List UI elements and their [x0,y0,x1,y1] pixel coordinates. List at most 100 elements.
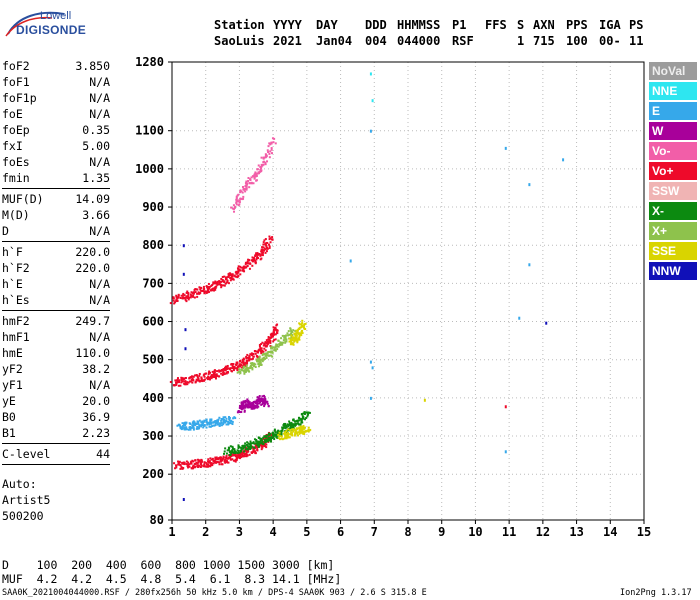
echo-point [243,372,246,375]
echo-point [253,174,256,177]
echo-point [224,420,227,423]
echo-point [248,453,251,456]
legend-item: SSE [649,242,697,260]
echo-point [212,375,215,378]
echo-point [261,403,264,406]
footer-file-info: SAA0K_2021004044000.RSF / 280fx256h 50 k… [2,588,427,598]
echo-point [250,363,253,366]
echo-point [182,244,185,248]
echo-point [231,275,234,278]
echo-point [294,329,297,332]
echo-point [268,439,271,442]
echo-point [248,355,251,358]
echo-point [288,422,291,425]
echo-point [259,254,262,257]
echo-point [266,340,269,343]
echo-point [185,383,188,386]
param-name: MUF(D) [2,192,44,206]
echo-point [242,367,245,370]
echo-point [262,356,265,359]
echo-point [248,259,251,262]
echo-point [229,274,232,277]
echo-point [268,339,271,342]
param-name: D [2,224,9,238]
echo-point [253,450,256,453]
echo-point [294,335,297,338]
echo-point [263,435,266,438]
echo-point [248,356,251,359]
echo-point [229,272,232,275]
echo-point [254,363,257,366]
echo-point [259,360,262,363]
echo-point [223,281,226,284]
echo-point [255,253,258,256]
echo-point [255,445,258,448]
echo-point [271,434,274,437]
echo-point [235,364,238,367]
echo-point [274,345,277,348]
echo-point [303,411,306,414]
echo-point [295,331,298,334]
param-name: B1 [2,426,16,440]
header-label: PS [629,18,644,32]
echo-point [303,418,306,421]
echo-point [244,261,247,264]
param-row: h`F2 220.0 [2,260,110,276]
echo-point [267,145,270,148]
echo-point [248,443,251,446]
echo-point [192,378,195,381]
echo-point [216,282,219,285]
echo-point [250,176,253,179]
echo-point [235,203,238,206]
echo-point [257,365,260,368]
echo-point [254,452,257,455]
echo-point [518,316,521,320]
echo-point [266,400,269,403]
legend-item: Vo- [649,142,697,160]
echo-point [216,422,219,425]
footer-version: Ion2Png 1.3.17 [620,588,692,598]
echo-point [239,407,242,410]
echo-point [290,329,293,332]
echo-point [179,464,182,467]
echo-point [209,420,212,423]
echo-point [267,342,270,345]
x-tick-label: 3 [236,525,243,539]
echo-point [289,432,292,435]
echo-point [242,358,245,361]
echo-point [295,336,298,339]
y-tick-label: 900 [142,200,164,214]
echo-point [232,204,235,207]
echo-point [301,332,304,335]
echo-point [262,157,265,160]
echo-point [205,290,208,293]
echo-point [186,290,189,293]
echo-point [214,377,217,380]
echo-point [184,424,187,427]
echo-point [247,357,250,360]
echo-point [264,251,267,254]
echo-point [213,371,216,374]
y-tick-label: 1100 [135,124,164,138]
echo-point [198,419,201,422]
echo-point [264,156,267,159]
echo-point [261,360,264,363]
echo-point [181,424,184,427]
echo-point [232,363,235,366]
echo-point [235,195,238,198]
param-name: h`F [2,245,23,259]
header-value: 004 [365,34,387,48]
echo-point [277,433,280,436]
echo-point [243,362,246,365]
echo-point [292,418,295,421]
echo-point [217,461,220,464]
echo-point [220,277,223,280]
echo-point [267,354,270,357]
echo-point [247,180,250,183]
echo-point [211,457,214,460]
echo-point [270,436,273,439]
echo-point [268,245,271,248]
echo-point [182,296,185,299]
legend-item: NoVal [649,62,697,80]
echo-point [221,284,224,287]
